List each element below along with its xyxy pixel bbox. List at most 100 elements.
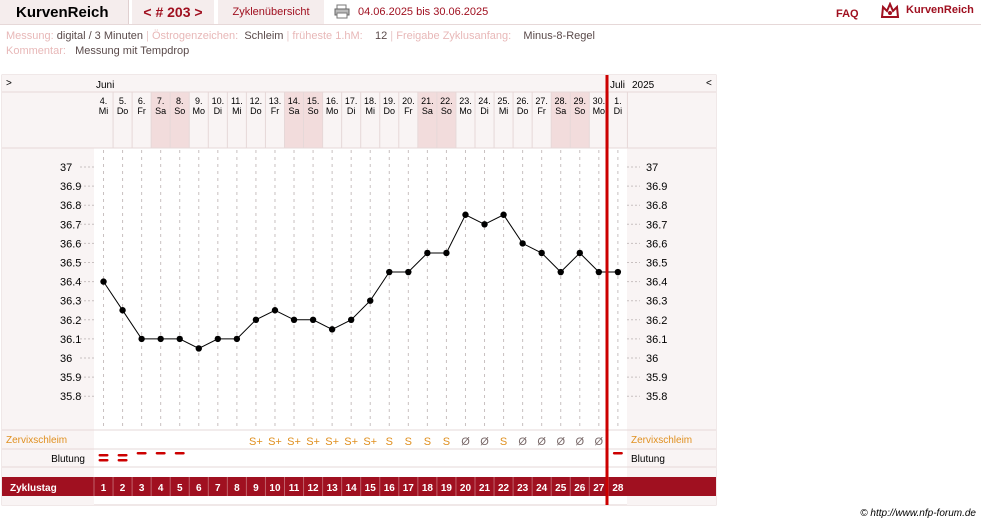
date-range: 04.06.2025 bis 30.06.2025 [358, 6, 489, 18]
day-weekday: Mi [232, 106, 242, 116]
month-june: Juni [96, 80, 114, 91]
temperature-point [386, 268, 393, 276]
brand-tab[interactable]: KurvenReich [0, 0, 129, 24]
temperature-point [462, 211, 469, 218]
faq-link[interactable]: FAQ [836, 8, 859, 20]
temperature-point [119, 307, 126, 314]
cycle-day-number: 16 [384, 483, 396, 494]
temperature-point [481, 221, 488, 228]
day-weekday: Mo [459, 106, 472, 116]
day-weekday: So [174, 106, 185, 116]
y-tick-left: 36.5 [60, 258, 81, 270]
mucus-mark: S [443, 436, 450, 448]
cycle-day-number: 26 [574, 483, 586, 494]
y-tick-left: 36.3 [60, 296, 81, 308]
day-weekday: Do [517, 106, 529, 116]
day-date: 10. [212, 96, 225, 106]
day-weekday: Do [250, 106, 262, 116]
day-weekday: Fr [537, 106, 546, 116]
day-date: 16. [326, 96, 339, 106]
temperature-line [103, 214, 618, 350]
printer-icon[interactable] [334, 4, 350, 19]
temperature-point [290, 316, 298, 323]
day-weekday: Fr [404, 106, 413, 116]
weekend-column [151, 92, 171, 148]
day-weekday: Do [384, 106, 396, 116]
day-date: 23. [459, 96, 472, 106]
cycle-day-number: 27 [593, 483, 605, 494]
day-weekday: Mi [499, 106, 509, 116]
cycle-day-number: 15 [365, 483, 377, 494]
day-date: 14. [288, 96, 301, 106]
release-value: Minus-8-Regel [523, 30, 595, 42]
weekend-column [417, 92, 437, 148]
cycle-day-number: 18 [422, 483, 434, 494]
y-tick-left: 35.8 [60, 391, 81, 403]
cycle-day-number: 14 [346, 483, 358, 494]
y-tick-right: 36.5 [646, 258, 667, 270]
day-weekday: Mi [365, 106, 375, 116]
mucus-mark: Ø [537, 436, 546, 448]
temperature-point [214, 335, 222, 343]
temperature-point [328, 326, 336, 333]
day-weekday: Do [117, 106, 129, 116]
cycle-navigation[interactable]: < # 203 > [132, 0, 214, 24]
mucus-mark: Ø [461, 436, 470, 448]
day-weekday: Fr [271, 106, 280, 116]
day-weekday: Mo [326, 106, 339, 116]
cycle-day-number: 21 [479, 483, 491, 494]
weekend-column [436, 92, 456, 148]
cycle-day-number: 20 [460, 483, 472, 494]
left-axis-panel [2, 75, 94, 505]
temperature-point [176, 335, 183, 343]
y-tick-right: 36.4 [646, 277, 667, 289]
day-date: 4. [100, 96, 108, 106]
temperature-point [195, 345, 202, 352]
earliest-value: 12 [374, 30, 388, 42]
day-weekday: Di [214, 106, 223, 116]
cycle-day-number: 17 [403, 483, 415, 494]
cycle-day-number: 25 [555, 483, 567, 494]
y-tick-left: 36.2 [60, 315, 81, 327]
day-date: 8. [176, 96, 184, 106]
prev-cycle-arrow[interactable]: > [6, 78, 12, 89]
temperature-point [614, 268, 622, 276]
day-date: 22. [440, 96, 453, 106]
day-date: 7. [157, 96, 165, 106]
day-weekday: Mo [193, 106, 206, 116]
cycle-day-number: 5 [177, 483, 183, 494]
bleeding-mark [155, 452, 166, 455]
temperature-point [500, 211, 507, 218]
day-weekday: Di [480, 106, 489, 116]
cycle-day-number: 2 [120, 483, 126, 494]
cycle-day-number: 10 [269, 483, 281, 494]
cycle-day-number: 23 [517, 483, 529, 494]
cycle-day-number: 9 [253, 483, 259, 494]
cycle-day-bar [2, 477, 716, 496]
y-tick-left: 36.8 [60, 200, 81, 212]
day-weekday: Sa [289, 106, 300, 116]
day-date: 27. [535, 96, 548, 106]
cycle-overview-link[interactable]: Zyklenübersicht [218, 0, 324, 24]
y-tick-right: 36 [646, 353, 658, 365]
day-date: 20. [402, 96, 415, 106]
weekend-column [570, 92, 590, 148]
bleeding-row-label-left: Blutung [51, 454, 85, 465]
bleeding-mark [117, 459, 128, 462]
temperature-point [138, 335, 145, 343]
next-cycle-arrow[interactable]: < [706, 78, 712, 89]
temperature-point [538, 249, 545, 257]
cycle-row-label: Zyklustag [10, 483, 57, 494]
day-weekday: So [308, 106, 319, 116]
temperature-point [405, 268, 412, 276]
bleeding-mark [98, 459, 109, 462]
mucus-mark: S+ [363, 436, 377, 448]
temperature-point [252, 316, 260, 323]
release-label: Freigabe Zyklusanfang: [396, 30, 512, 42]
day-date: 30. [593, 96, 606, 106]
temperature-point [443, 249, 450, 257]
day-weekday: Fr [137, 106, 146, 116]
y-tick-left: 36.6 [60, 238, 81, 250]
day-weekday: Mo [593, 106, 606, 116]
y-tick-left: 36.4 [60, 277, 81, 289]
